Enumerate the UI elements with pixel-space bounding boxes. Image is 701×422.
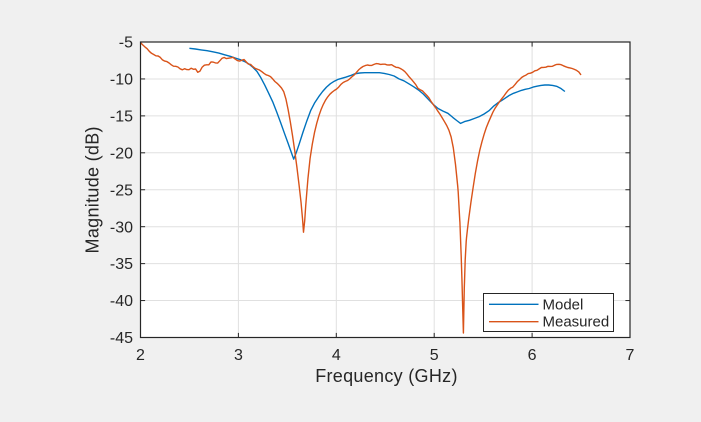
svg-text:-40: -40 [110, 293, 133, 310]
svg-text:Magnitude (dB): Magnitude (dB) [83, 126, 103, 253]
svg-text:5: 5 [430, 347, 439, 364]
svg-text:-25: -25 [110, 182, 133, 199]
svg-text:-5: -5 [119, 35, 133, 52]
svg-text:3: 3 [234, 347, 243, 364]
svg-text:-45: -45 [110, 330, 133, 347]
svg-text:-35: -35 [110, 256, 133, 273]
svg-text:Model: Model [543, 296, 584, 313]
svg-text:Frequency (GHz): Frequency (GHz) [315, 366, 458, 386]
svg-text:-15: -15 [110, 109, 133, 126]
svg-text:-10: -10 [110, 72, 133, 89]
svg-text:2: 2 [136, 347, 145, 364]
svg-text:-30: -30 [110, 219, 133, 236]
svg-text:7: 7 [626, 347, 635, 364]
svg-text:4: 4 [332, 347, 341, 364]
svg-text:Measured: Measured [543, 314, 610, 331]
svg-text:-20: -20 [110, 145, 133, 162]
svg-text:6: 6 [528, 347, 537, 364]
